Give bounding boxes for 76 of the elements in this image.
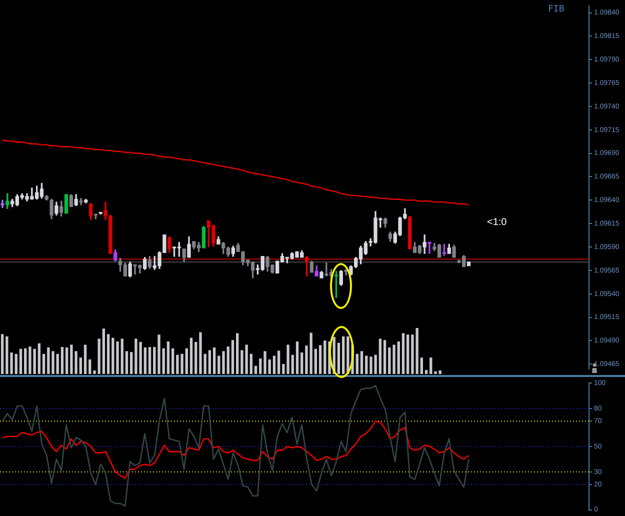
- bar: [420, 358, 423, 374]
- bar: [318, 345, 322, 374]
- bar: [286, 344, 290, 374]
- bar: [52, 351, 54, 374]
- bar: [356, 354, 358, 374]
- bar: [430, 358, 432, 374]
- bar: [291, 354, 294, 374]
- bar: [38, 343, 40, 374]
- bar: [6, 336, 8, 374]
- bar: [222, 351, 225, 374]
- bar: [158, 334, 160, 374]
- bar: [296, 341, 299, 374]
- bar: [212, 347, 216, 374]
- bar: [406, 334, 410, 374]
- bar: [397, 341, 400, 374]
- bar: [153, 346, 156, 374]
- bar: [102, 328, 106, 374]
- bar: [226, 346, 230, 374]
- bar: [365, 356, 368, 374]
- bar: [438, 370, 442, 374]
- bar: [190, 338, 193, 374]
- bar: [125, 351, 128, 374]
- bar: [383, 340, 386, 374]
- bar: [218, 356, 220, 374]
- bar: [324, 340, 326, 374]
- bar: [282, 364, 285, 374]
- bar: [10, 352, 13, 374]
- bar: [56, 354, 59, 374]
- candlestick: [466, 262, 471, 266]
- bar: [14, 354, 18, 374]
- bar: [342, 336, 345, 374]
- bar: [24, 348, 27, 374]
- bar: [162, 348, 165, 374]
- bar: [259, 358, 262, 374]
- bar: [148, 346, 152, 374]
- bar: [378, 338, 382, 374]
- bar: [60, 346, 64, 374]
- bar: [360, 351, 364, 374]
- bar: [116, 341, 119, 374]
- bar: [250, 354, 252, 374]
- bar: [236, 333, 239, 374]
- bar: [402, 333, 405, 374]
- bar: [388, 347, 391, 374]
- bar: [171, 348, 174, 374]
- bar: [194, 342, 198, 374]
- bar: [208, 350, 212, 374]
- bar: [42, 354, 46, 374]
- bar: [65, 347, 68, 374]
- bar: [268, 359, 271, 374]
- bar: [112, 338, 114, 374]
- bar: [337, 342, 340, 374]
- bar: [231, 340, 234, 374]
- bar: [254, 366, 258, 374]
- bar: [130, 352, 133, 374]
- bar: [185, 348, 188, 374]
- bar: [314, 348, 317, 374]
- bar: [434, 371, 437, 374]
- text: <1:0: [487, 216, 508, 228]
- bar: [19, 348, 22, 374]
- bar: [120, 338, 124, 374]
- bar: [144, 347, 146, 374]
- bar: [277, 350, 280, 374]
- bar: [424, 370, 428, 374]
- bar: [79, 358, 82, 374]
- bar: [0, 334, 4, 374]
- bar: [166, 341, 170, 374]
- bar: [47, 347, 50, 374]
- bar: [84, 344, 87, 374]
- bar: [88, 359, 92, 374]
- bar: [106, 334, 110, 374]
- candlestick: [64, 194, 68, 214]
- bar: [272, 356, 276, 374]
- bar: [300, 352, 304, 374]
- text: FIB: [548, 4, 564, 14]
- bar: [264, 351, 266, 374]
- bar: [392, 344, 396, 374]
